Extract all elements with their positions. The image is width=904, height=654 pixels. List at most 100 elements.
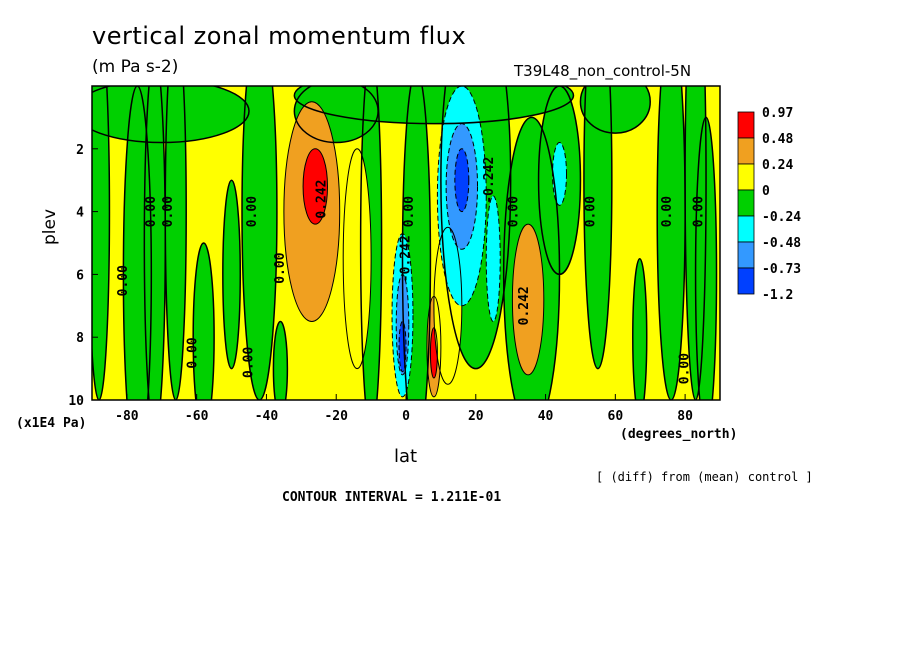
contour-label: 0.00	[678, 353, 693, 384]
contour-label: 0.00	[660, 196, 675, 227]
contour-label: 0.00	[161, 196, 176, 227]
contour-label: 0.00	[583, 196, 598, 227]
colorbar-swatch	[737, 267, 755, 295]
contour-label: 0.00	[144, 196, 159, 227]
colorbar-swatch	[737, 137, 755, 165]
zero-contour	[583, 86, 613, 370]
green-region	[193, 243, 215, 400]
green-region	[583, 86, 612, 369]
x-tick-label: -80	[115, 409, 139, 424]
x-tick-label: 20	[468, 409, 484, 424]
zero-contour	[293, 86, 379, 144]
chart-units: (m Pa s-2)	[92, 57, 179, 77]
colorbar-label: 0.24	[762, 158, 793, 173]
x-tick-label: 80	[677, 409, 693, 424]
zero-contour	[359, 86, 383, 400]
contour-label: 0.00	[116, 265, 131, 296]
contour-label: 0.242	[517, 286, 532, 325]
positive-core	[303, 148, 328, 225]
negative-core	[552, 142, 567, 206]
colorbar-label: 0	[762, 184, 770, 199]
zero-contour	[92, 86, 111, 400]
green-region	[580, 86, 651, 134]
chart-title: vertical zonal momentum flux	[92, 22, 467, 50]
contour-label: 0.00	[186, 337, 201, 368]
contour-interval: CONTOUR INTERVAL = 1.211E-01	[282, 490, 502, 505]
zero-contour	[684, 86, 707, 400]
contour-line	[342, 148, 372, 370]
colorbar-label: 0.48	[762, 132, 793, 147]
zero-contour	[164, 86, 187, 400]
diff-note: [ (diff) from (mean) control ]	[596, 470, 813, 484]
contour-label: 0.242	[315, 179, 330, 218]
contour-line	[454, 148, 470, 213]
colorbar-swatch	[737, 215, 755, 243]
zero-contour	[272, 320, 289, 400]
colorbar-label: -0.73	[762, 262, 801, 277]
contour-line	[283, 101, 341, 323]
green-region	[165, 86, 187, 400]
green-region	[92, 86, 249, 143]
contour-label: 0.00	[241, 346, 256, 377]
contour-label: 0.00	[507, 196, 522, 227]
green-region	[92, 86, 110, 400]
contour-line	[511, 223, 545, 376]
contour-line	[429, 327, 438, 379]
zero-contour	[694, 116, 718, 400]
contour-line	[436, 86, 487, 307]
negative-core	[454, 148, 469, 212]
x-tick-label: 40	[538, 409, 554, 424]
colorbar-swatch	[737, 111, 755, 139]
green-region	[657, 86, 686, 400]
contour-label: -0.242	[398, 235, 413, 282]
y-tick-label: 4	[76, 206, 84, 221]
contour-label: -0.242	[482, 157, 497, 204]
y-tick-label: 2	[76, 143, 84, 158]
contour-line	[485, 195, 501, 323]
green-region	[632, 258, 647, 400]
colorbar-label: -0.48	[762, 236, 801, 251]
zero-contour	[579, 86, 651, 134]
zero-contour	[92, 86, 250, 144]
green-region	[123, 86, 152, 400]
x-tick-label: 60	[608, 409, 624, 424]
case-label: T39L48_non_control-5N	[514, 62, 692, 80]
green-region	[273, 321, 288, 400]
contour-label: 0.00	[402, 196, 417, 227]
x-tick-label: -40	[255, 409, 279, 424]
x-axis-label: lat	[394, 446, 418, 467]
zero-contour	[293, 86, 575, 125]
colorbar-swatch	[737, 189, 755, 217]
contour-label: 0.00	[692, 196, 707, 227]
zero-contour	[241, 86, 278, 400]
zero-contour	[122, 86, 153, 400]
x-tick-label: -20	[324, 409, 348, 424]
colorbar-label: -1.2	[762, 288, 793, 303]
zero-contour	[192, 242, 215, 400]
colorbar-swatch	[737, 241, 755, 269]
green-region	[222, 180, 241, 369]
positive-core	[343, 148, 372, 369]
contour-label: 0.00	[245, 196, 260, 227]
y-axis-units: (x1E4 Pa)	[16, 416, 87, 431]
colorbar-label: 0.97	[762, 106, 793, 121]
x-tick-label: -60	[185, 409, 209, 424]
x-tick-label: 0	[402, 409, 410, 424]
zero-contour	[401, 86, 432, 400]
zero-contour	[632, 257, 648, 400]
zero-contour	[440, 86, 512, 370]
y-tick-label: 8	[76, 331, 84, 346]
zero-contour	[222, 179, 242, 370]
zero-contour	[537, 86, 582, 276]
contour-line	[398, 321, 407, 373]
positive-core	[512, 224, 544, 375]
colorbar-swatch	[737, 163, 755, 191]
green-region	[242, 86, 277, 400]
y-tick-label: 6	[76, 268, 84, 283]
colorbar-label: -0.24	[762, 210, 801, 225]
negative-core	[486, 195, 501, 322]
x-axis-units: (degrees_north)	[620, 427, 738, 442]
contour-label: 0.00	[273, 252, 288, 283]
